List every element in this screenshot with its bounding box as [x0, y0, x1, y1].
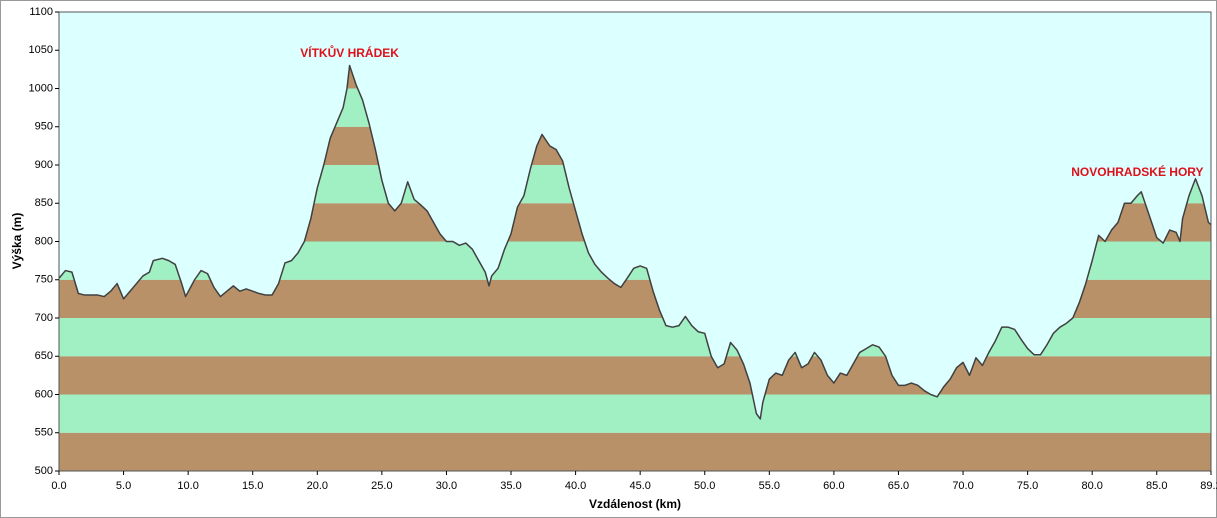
y-tick-label: 800 — [35, 235, 53, 247]
elevation-band — [59, 394, 1211, 433]
x-tick-label: 35.0 — [500, 480, 521, 492]
x-axis-title: Vzdálenost (km) — [589, 497, 681, 511]
x-tick-label: 80.0 — [1081, 480, 1102, 492]
annotation: VÍTKŮV HRÁDEK — [300, 44, 399, 60]
y-tick-label: 900 — [35, 159, 53, 171]
x-tick-label: 65.0 — [888, 480, 909, 492]
x-tick-label: 30.0 — [436, 480, 457, 492]
y-tick-label: 750 — [35, 274, 53, 286]
annotation: NOVOHRADSKÉ HORY — [1071, 164, 1203, 179]
y-tick-label: 650 — [35, 350, 53, 362]
x-tick-label: 85.0 — [1146, 480, 1167, 492]
y-axis-title: Výška (m) — [10, 213, 24, 270]
x-tick-label: 15.0 — [242, 480, 263, 492]
y-tick-label: 600 — [35, 388, 53, 400]
x-tick-label: 55.0 — [759, 480, 780, 492]
x-tick-label: 60.0 — [823, 480, 844, 492]
x-tick-label: 45.0 — [629, 480, 650, 492]
elevation-band — [59, 432, 1211, 471]
x-tick-label: 5.0 — [116, 480, 131, 492]
x-tick-label: 20.0 — [307, 480, 328, 492]
x-tick-label: 25.0 — [371, 480, 392, 492]
y-tick-label: 700 — [35, 312, 53, 324]
y-tick-label: 850 — [35, 197, 53, 209]
y-tick-label: 950 — [35, 121, 53, 133]
x-tick-label: 50.0 — [694, 480, 715, 492]
x-tick-label: 70.0 — [952, 480, 973, 492]
elevation-band — [59, 356, 1211, 395]
y-tick-label: 1000 — [29, 82, 53, 94]
y-tick-label: 1050 — [29, 44, 53, 56]
y-tick-label: 550 — [35, 427, 53, 439]
x-tick-label: 75.0 — [1017, 480, 1038, 492]
profile-line — [58, 64, 1212, 420]
x-tick-label: 10.0 — [177, 480, 198, 492]
x-tick-label: 40.0 — [565, 480, 586, 492]
y-tick-label: 1100 — [29, 6, 53, 18]
y-tick-label: 500 — [35, 465, 53, 477]
x-tick-label: 89.2 — [1200, 480, 1217, 492]
x-tick-label: 0.0 — [51, 480, 66, 492]
